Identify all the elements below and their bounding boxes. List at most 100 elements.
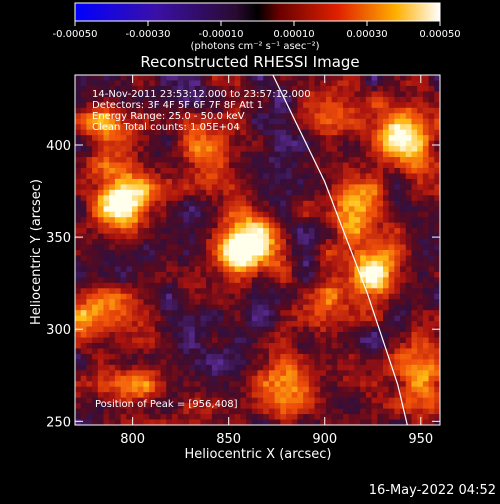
heatmap-cell <box>92 173 99 180</box>
heatmap-cell <box>400 102 407 109</box>
heatmap-cell <box>177 321 184 328</box>
heatmap-cell <box>206 96 213 103</box>
heatmap-cell <box>194 75 202 82</box>
heatmap-cell <box>388 332 395 339</box>
heatmap-cell <box>132 217 139 224</box>
heatmap-cell <box>217 129 224 136</box>
heatmap-cell <box>246 167 253 175</box>
heatmap-cell <box>132 162 139 169</box>
heatmap-cell <box>171 321 179 328</box>
heatmap-cell <box>268 217 276 224</box>
heatmap-cell <box>365 419 373 425</box>
heatmap-cell <box>80 359 87 366</box>
heatmap-cell <box>411 342 418 350</box>
heatmap-cell <box>365 266 373 273</box>
heatmap-cell <box>297 228 304 235</box>
heatmap-cell <box>308 293 316 300</box>
heatmap-cell <box>132 233 139 240</box>
heatmap-cell <box>337 310 344 317</box>
heatmap-cell <box>171 348 179 355</box>
heatmap-cell <box>246 381 253 388</box>
heatmap-cell <box>320 271 327 278</box>
heatmap-cell <box>246 310 253 317</box>
heatmap-cell <box>314 408 321 415</box>
heatmap-cell <box>417 348 424 355</box>
heatmap-cell <box>394 189 401 196</box>
heatmap-cell <box>365 299 373 306</box>
heatmap-cell <box>337 332 344 339</box>
heatmap-cell <box>211 157 219 164</box>
heatmap-cell <box>434 392 440 399</box>
heatmap-cell <box>343 408 350 415</box>
heatmap-cell <box>246 146 253 153</box>
heatmap-cell <box>337 364 344 371</box>
heatmap-cell <box>154 102 162 109</box>
heatmap-cell <box>132 129 139 136</box>
heatmap-cell <box>343 129 350 136</box>
heatmap-cell <box>86 146 93 153</box>
heatmap-cell <box>343 157 350 164</box>
heatmap-cell <box>97 140 105 147</box>
heatmap-cell <box>411 244 418 251</box>
heatmap-cell <box>240 211 247 218</box>
heatmap-cell <box>274 140 281 147</box>
heatmap-cell <box>325 364 333 371</box>
heatmap-cell <box>120 189 127 196</box>
heatmap-cell <box>166 200 173 207</box>
heatmap-cell <box>189 124 196 131</box>
heatmap-cell <box>377 348 384 355</box>
heatmap-cell <box>320 304 327 311</box>
heatmap-cell <box>320 419 327 425</box>
heatmap-cell <box>223 392 230 399</box>
heatmap-cell <box>177 184 184 191</box>
heatmap-cell <box>103 381 110 388</box>
heatmap-cell <box>154 233 162 240</box>
heatmap-cell <box>422 370 430 377</box>
heatmap-cell <box>286 157 293 164</box>
heatmap-cell <box>297 217 304 224</box>
heatmap-cell <box>103 353 110 360</box>
heatmap-cell <box>343 151 350 158</box>
heatmap-cell <box>308 217 316 224</box>
heatmap-cell <box>149 260 156 268</box>
heatmap-cell <box>371 326 378 333</box>
heatmap-cell <box>365 162 373 169</box>
heatmap-cell <box>206 408 213 415</box>
heatmap-cell <box>103 135 110 142</box>
heatmap-cell <box>217 321 224 328</box>
heatmap-cell <box>183 277 190 284</box>
heatmap-cell <box>422 80 430 87</box>
heatmap-cell <box>166 397 173 404</box>
heatmap-cell <box>160 228 167 235</box>
heatmap-cell <box>371 167 378 175</box>
heatmap-cell <box>109 107 116 114</box>
heatmap-cell <box>280 228 287 235</box>
heatmap-cell <box>297 321 304 328</box>
heatmap-cell <box>303 326 310 333</box>
heatmap-cell <box>371 414 378 421</box>
heatmap-cell <box>246 337 253 344</box>
heatmap-cell <box>194 364 202 371</box>
heatmap-cell <box>211 392 219 399</box>
heatmap-cell <box>211 233 219 240</box>
heatmap-cell <box>80 233 87 240</box>
heatmap-cell <box>154 271 162 278</box>
heatmap-cell <box>246 271 253 278</box>
heatmap-cell <box>320 250 327 257</box>
heatmap-cell <box>246 178 253 185</box>
heatmap-cell <box>434 282 440 289</box>
heatmap-cell <box>160 107 167 114</box>
heatmap-cell <box>434 80 440 87</box>
heatmap-cell <box>360 266 367 273</box>
heatmap-cell <box>343 222 350 229</box>
heatmap-cell <box>251 414 259 421</box>
heatmap-cell <box>120 80 127 87</box>
heatmap-cell <box>206 135 213 142</box>
heatmap-cell <box>331 75 338 82</box>
heatmap-cell <box>114 293 122 300</box>
heatmap-cell <box>325 397 333 404</box>
heatmap-cell <box>194 80 202 87</box>
heatmap-cell <box>405 217 413 224</box>
heatmap-cell <box>434 140 440 147</box>
heatmap-cell <box>354 124 361 131</box>
